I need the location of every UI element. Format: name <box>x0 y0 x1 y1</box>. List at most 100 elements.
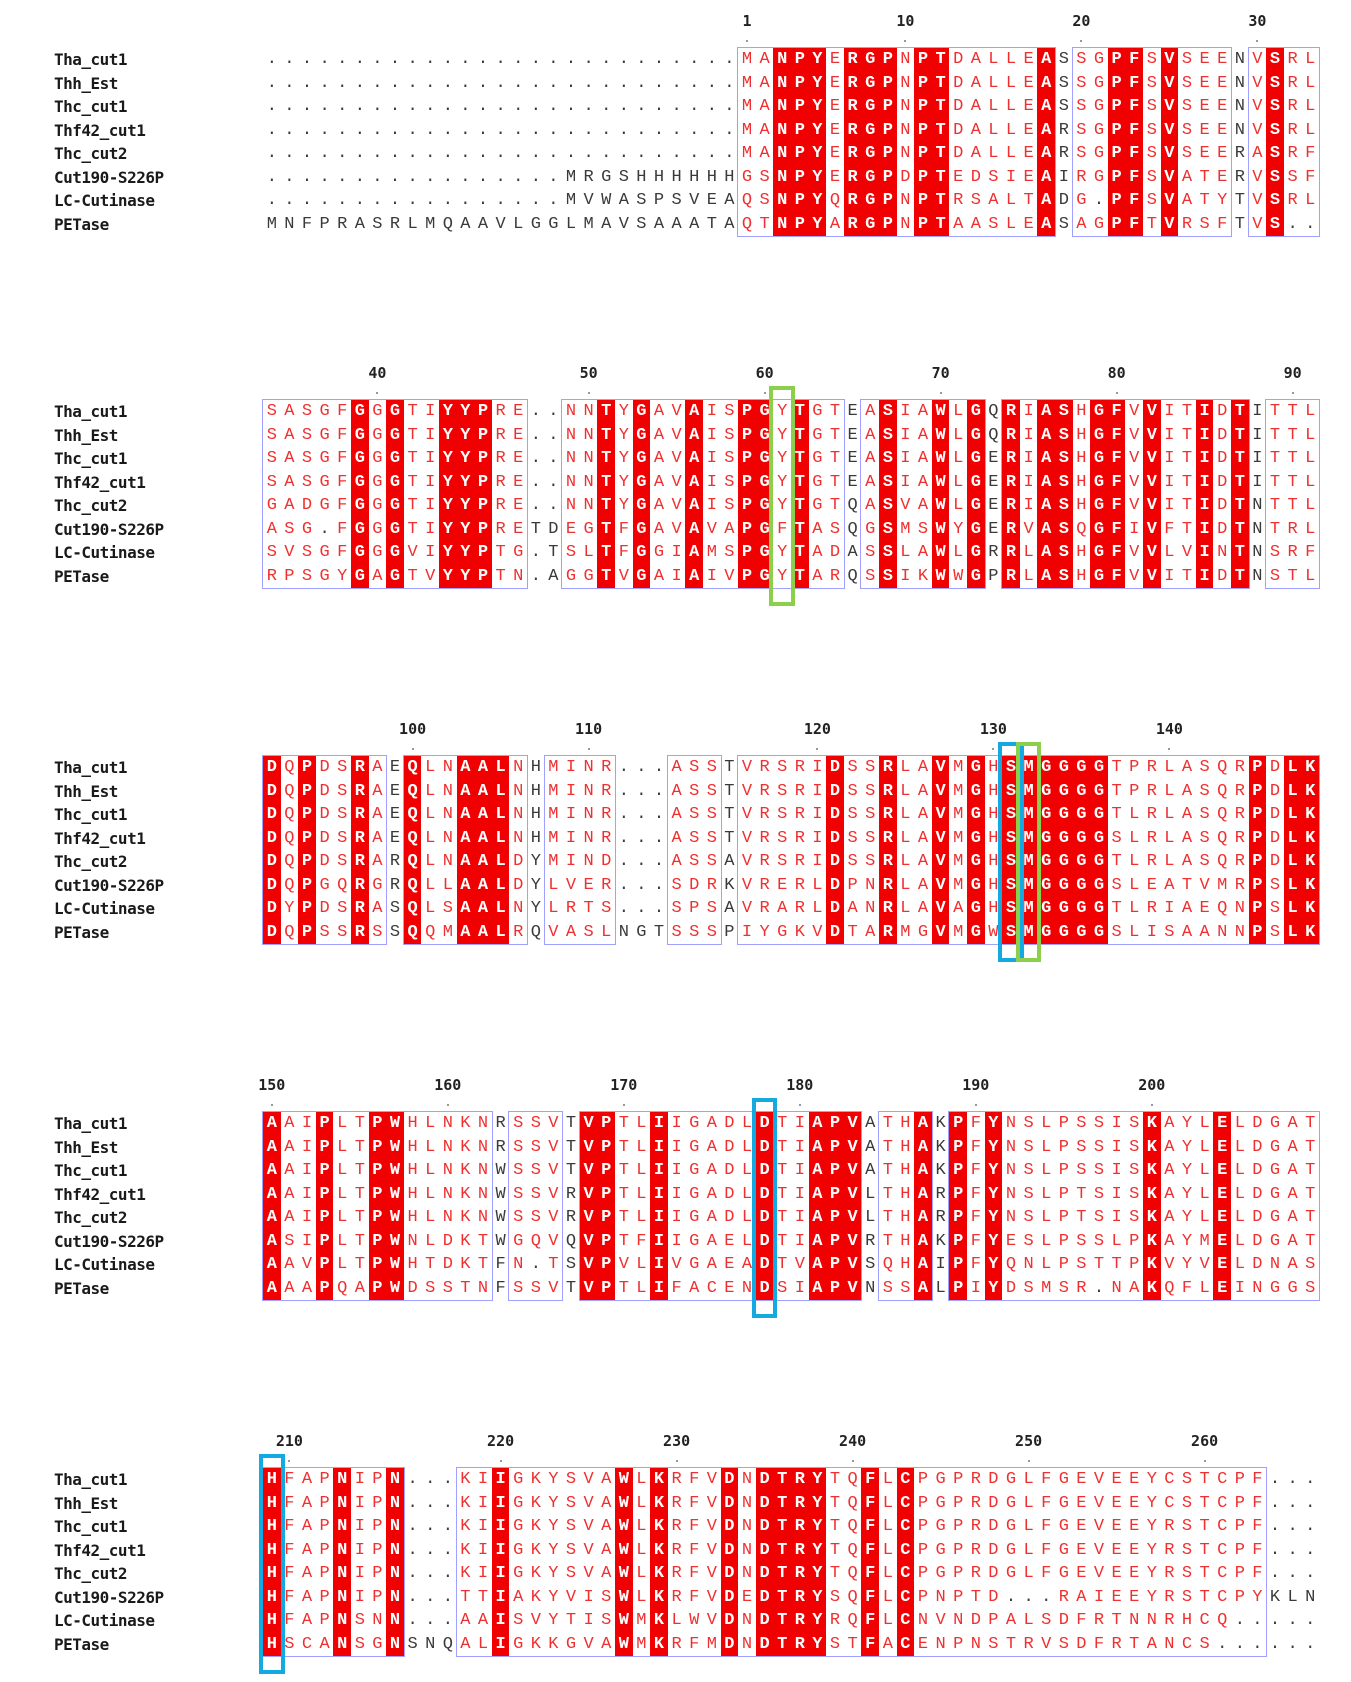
residue: . <box>495 97 506 116</box>
residue: R <box>879 850 897 874</box>
residue: I <box>477 1493 489 1513</box>
residue: G <box>1269 1184 1281 1204</box>
residue: L <box>1305 191 1316 210</box>
residue: A <box>354 1278 365 1298</box>
residue: Q <box>530 1231 541 1251</box>
residue: S <box>1199 805 1210 824</box>
residue: G <box>1072 803 1091 827</box>
residue: V <box>1252 50 1263 69</box>
residue: T <box>477 1587 489 1607</box>
residue: L <box>636 1137 647 1157</box>
residue: V <box>689 191 700 210</box>
residue: F <box>1107 541 1126 565</box>
residue: A <box>1037 189 1055 213</box>
residue: T <box>425 1255 436 1274</box>
residue: P <box>1058 1137 1069 1157</box>
residue: H <box>263 1609 281 1633</box>
position-tick <box>1291 392 1294 394</box>
residue: G <box>967 779 985 803</box>
residue: H <box>689 167 700 187</box>
residue: G <box>1090 779 1108 803</box>
residue: G <box>1055 779 1073 803</box>
residue: R <box>495 472 506 492</box>
residue: L <box>636 1517 647 1536</box>
residue: R <box>970 1517 981 1536</box>
residue: S <box>1269 875 1281 895</box>
residue: . <box>460 73 471 93</box>
residue: A <box>456 920 475 944</box>
residue: T <box>847 922 858 942</box>
residue: V <box>548 1114 559 1133</box>
residue: N <box>583 496 594 515</box>
residue: Y <box>984 1135 1003 1159</box>
residue: A <box>882 1634 893 1654</box>
residue: L <box>1129 852 1140 871</box>
residue: L <box>1305 519 1316 539</box>
residue: T <box>829 472 841 492</box>
residue: T <box>1287 402 1298 421</box>
residue: F <box>337 449 348 468</box>
residue: S <box>1023 1137 1034 1157</box>
residue: A <box>917 828 929 848</box>
residue: . <box>601 144 612 163</box>
residue: P <box>1234 1493 1245 1513</box>
residue: S <box>706 758 717 777</box>
position-tick <box>1256 40 1259 42</box>
residue: L <box>900 828 911 848</box>
residue: N <box>333 1491 351 1515</box>
residue: A <box>865 496 876 515</box>
residue: I <box>706 566 717 586</box>
residue: H <box>988 852 999 871</box>
residue: S <box>266 425 277 445</box>
residue: V <box>583 1634 594 1654</box>
residue: L <box>1129 922 1140 942</box>
residue: T <box>1231 423 1249 447</box>
residue: G <box>636 922 647 942</box>
residue: . <box>548 144 559 163</box>
residue: L <box>1005 73 1017 93</box>
residue: G <box>1005 1540 1017 1560</box>
residue: E <box>1129 1587 1140 1607</box>
residue: Y <box>456 494 475 518</box>
residue: V <box>1160 165 1179 189</box>
residue: S <box>354 1634 365 1654</box>
residue: P <box>914 48 932 72</box>
residue: L <box>1305 566 1316 586</box>
residue: P <box>1058 1231 1069 1251</box>
residue: P <box>847 875 858 895</box>
residue: Y <box>618 449 629 468</box>
residue: . <box>706 73 717 93</box>
residue: . <box>1217 1634 1228 1654</box>
residue: L <box>1305 402 1316 421</box>
residue: T <box>597 564 615 588</box>
position-number: 20 <box>1072 12 1091 30</box>
residue: A <box>953 214 964 234</box>
residue: P <box>826 1112 844 1136</box>
residue: T <box>354 1137 365 1157</box>
residue: A <box>263 1182 281 1206</box>
residue: T <box>597 447 615 471</box>
residue: . <box>301 167 313 187</box>
residue: S <box>759 167 770 187</box>
residue: . <box>689 97 700 116</box>
residue: P <box>315 1276 334 1300</box>
residue: Y <box>808 71 827 95</box>
residue: I <box>671 1208 682 1227</box>
residue: . <box>530 50 541 69</box>
residue: P <box>738 447 756 471</box>
residue: R <box>1002 423 1020 447</box>
residue: G <box>1076 191 1087 210</box>
residue: L <box>1005 144 1017 163</box>
residue: G <box>935 1493 946 1513</box>
residue: S <box>1146 120 1157 140</box>
residue: S <box>1076 144 1087 163</box>
residue: E <box>565 519 577 539</box>
residue: W <box>386 1135 404 1159</box>
residue: P <box>879 48 897 72</box>
residue: D <box>1269 758 1281 777</box>
residue: D <box>755 1229 774 1253</box>
residue: G <box>777 922 788 942</box>
residue: I <box>1252 472 1263 492</box>
residue: E <box>1129 1470 1140 1489</box>
residue: T <box>565 1137 577 1157</box>
